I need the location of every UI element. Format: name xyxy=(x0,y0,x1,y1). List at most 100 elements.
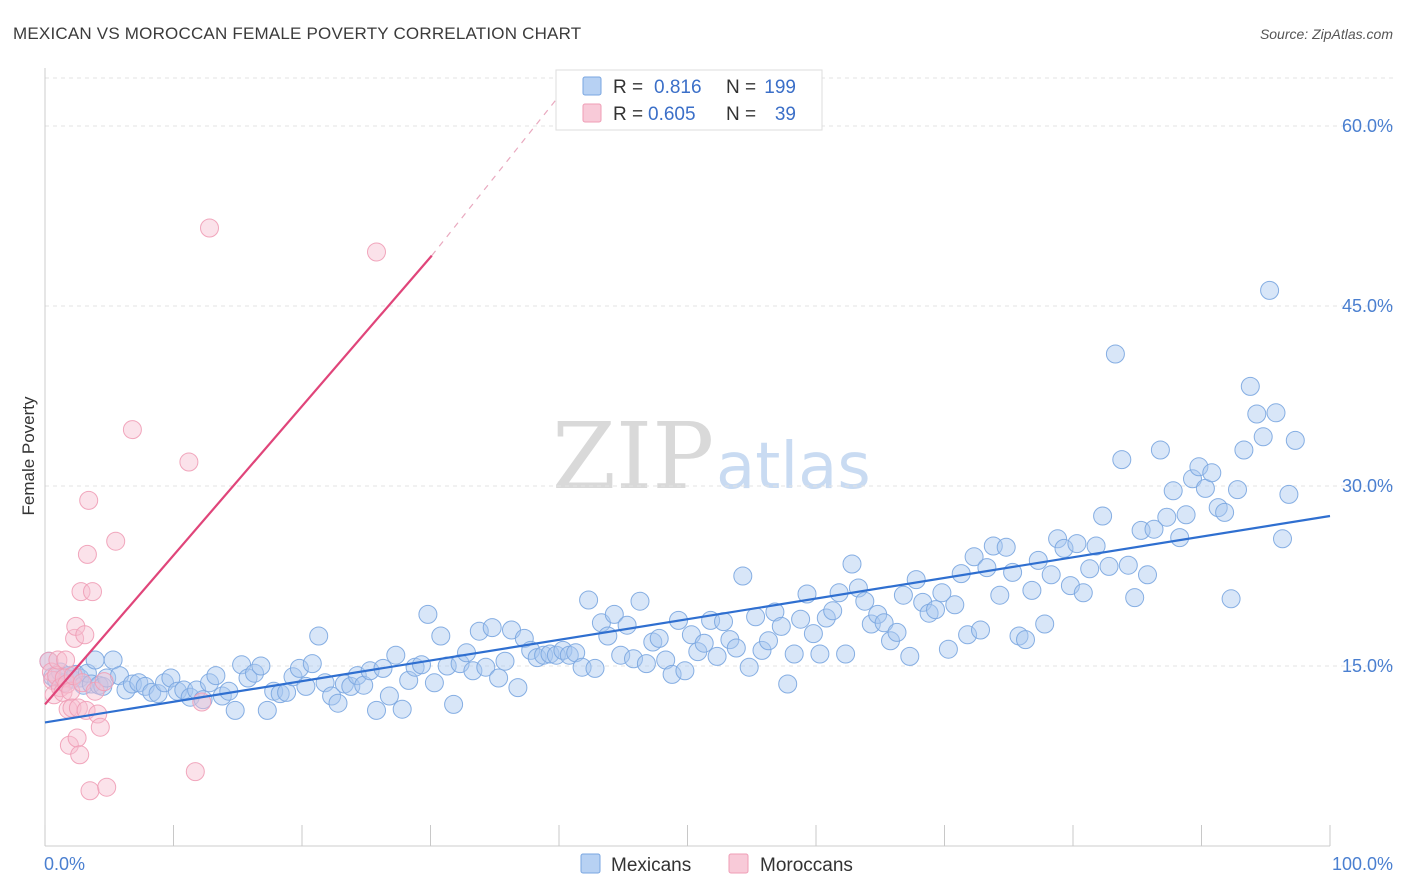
point-mexicans xyxy=(1099,556,1119,576)
x-tick-min: 0.0% xyxy=(44,854,85,874)
point-mexicans xyxy=(765,602,785,622)
watermark: ZIP atlas xyxy=(552,403,871,510)
point-moroccans xyxy=(48,650,68,670)
point-mexicans xyxy=(1138,565,1157,585)
bottom-legend-swatch-moroccans xyxy=(728,853,749,874)
point-moroccans xyxy=(90,717,110,737)
grid xyxy=(45,77,1393,667)
point-mexicans xyxy=(514,628,534,648)
point-mexicans xyxy=(1202,463,1222,483)
legend-r-value-moroccans: 0.605 xyxy=(648,104,696,125)
axes: 15.0% 30.0% 45.0% 60.0% xyxy=(44,68,1393,847)
point-moroccans xyxy=(79,490,99,510)
point-moroccans xyxy=(56,650,76,670)
point-mexicans xyxy=(926,600,945,620)
point-moroccans xyxy=(83,582,102,602)
point-mexicans xyxy=(996,537,1016,557)
legend-r-value-mexicans: 0.816 xyxy=(654,77,702,98)
point-mexicans xyxy=(1112,450,1132,470)
legend-n-label-mexicans: N = xyxy=(726,77,756,98)
point-mexicans xyxy=(1105,344,1125,364)
point-mexicans xyxy=(148,684,168,704)
point-mexicans xyxy=(566,643,586,663)
point-mexicans xyxy=(322,686,342,706)
point-mexicans xyxy=(379,686,399,706)
point-mexicans xyxy=(1228,480,1247,500)
point-mexicans xyxy=(1048,529,1068,549)
point-mexicans xyxy=(617,615,637,635)
watermark-atlas: atlas xyxy=(716,430,871,504)
point-mexicans xyxy=(643,632,663,652)
point-mexicans xyxy=(945,595,965,615)
point-mexicans xyxy=(251,656,271,676)
point-mexicans xyxy=(206,666,226,686)
point-mexicans xyxy=(1022,580,1042,600)
legend-r-label-mexicans: R = xyxy=(613,77,643,98)
point-mexicans xyxy=(823,601,843,621)
point-mexicans xyxy=(893,585,913,605)
legend-swatch-mexicans xyxy=(582,76,602,96)
point-moroccans xyxy=(200,218,219,238)
point-mexicans xyxy=(1073,583,1093,603)
point-mexicans xyxy=(1176,505,1196,525)
point-mexicans xyxy=(245,663,264,683)
point-mexicans xyxy=(887,622,907,642)
point-mexicans xyxy=(611,645,631,665)
point-mexicans xyxy=(1035,614,1055,634)
point-mexicans xyxy=(418,604,438,624)
point-mexicans xyxy=(469,621,489,641)
point-mexicans xyxy=(495,651,515,671)
point-mexicans xyxy=(900,646,920,666)
y-axis-label: Female Poverty xyxy=(19,396,38,516)
point-mexicans xyxy=(906,570,926,590)
point-mexicans xyxy=(1247,404,1267,424)
point-mexicans xyxy=(598,626,618,646)
point-mexicans xyxy=(1266,403,1286,423)
point-mexicans xyxy=(540,644,560,664)
series-moroccans xyxy=(39,218,386,801)
point-mexicans xyxy=(1054,538,1074,558)
bottom-legend: Mexicans Moroccans xyxy=(580,853,853,876)
watermark-zip: ZIP xyxy=(552,403,714,510)
point-mexicans xyxy=(958,625,978,645)
series-mexicans xyxy=(39,280,1305,720)
trend-line-extension-moroccans xyxy=(431,95,560,256)
point-mexicans xyxy=(1183,469,1202,489)
point-moroccans xyxy=(122,420,142,440)
point-mexicans xyxy=(1279,484,1299,504)
point-mexicans xyxy=(289,658,309,678)
point-moroccans xyxy=(77,544,97,564)
point-mexicans xyxy=(1150,440,1170,460)
point-moroccans xyxy=(75,625,95,645)
legend-n-value-mexicans: 199 xyxy=(764,77,796,98)
point-mexicans xyxy=(816,608,836,628)
point-mexicans xyxy=(1016,630,1035,650)
y-tick-label: 60.0% xyxy=(1342,116,1393,136)
point-mexicans xyxy=(726,638,746,658)
point-mexicans xyxy=(546,645,566,665)
point-mexicans xyxy=(1273,529,1292,549)
point-mexicans xyxy=(508,678,528,698)
point-mexicans xyxy=(1240,376,1260,396)
point-moroccans xyxy=(67,728,87,748)
point-mexicans xyxy=(482,618,502,638)
point-mexicans xyxy=(1234,440,1254,460)
point-mexicans xyxy=(489,668,509,688)
point-mexicans xyxy=(1253,427,1273,447)
point-mexicans xyxy=(412,655,431,675)
point-mexicans xyxy=(1157,507,1177,527)
chart-source: Source: ZipAtlas.com xyxy=(1260,26,1393,42)
point-mexicans xyxy=(771,616,791,636)
point-mexicans xyxy=(662,664,682,684)
point-mexicans xyxy=(1067,534,1087,554)
point-mexicans xyxy=(636,654,656,674)
point-mexicans xyxy=(367,700,386,720)
trend-line-mexicans xyxy=(44,514,1331,724)
point-mexicans xyxy=(444,694,464,714)
point-mexicans xyxy=(328,693,348,713)
point-mexicans xyxy=(1285,430,1305,450)
y-tick-label: 45.0% xyxy=(1342,296,1393,316)
point-mexicans xyxy=(803,624,823,644)
point-mexicans xyxy=(778,674,798,694)
